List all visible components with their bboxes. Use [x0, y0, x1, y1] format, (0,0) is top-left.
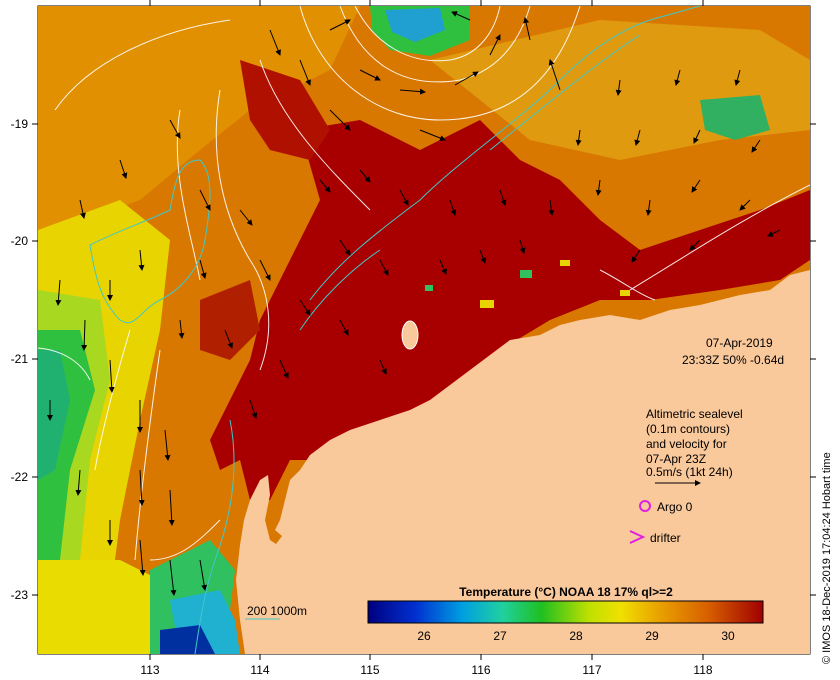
drifter-label: drifter — [650, 531, 681, 545]
argo-label: Argo 0 — [657, 500, 693, 514]
credit-text: © IMOS 18-Dec-2019 17:04:24 Hobart time — [821, 452, 833, 664]
colorbar-tick: 26 — [417, 629, 431, 643]
colorbar-tick: 30 — [721, 629, 735, 643]
depth-label: 200 1000m — [247, 604, 307, 618]
land-mass — [236, 270, 810, 654]
velocity-legend: Altimetric sealevel (0.1m contours) and … — [646, 407, 743, 479]
ssh-contours — [38, 6, 810, 561]
x-tick-label: 116 — [471, 663, 490, 677]
x-tick-label: 113 — [140, 663, 159, 677]
legend-line: Altimetric sealevel — [646, 407, 743, 421]
x-tick-label: 118 — [693, 663, 712, 677]
velocity-arrows — [47, 11, 781, 596]
y-tick-label: -23 — [11, 588, 29, 602]
y-tick-label: -20 — [11, 234, 29, 248]
drifter-marker-icon — [629, 530, 646, 544]
x-tick-label: 114 — [250, 663, 269, 677]
isobath-lines — [89, 6, 701, 654]
colorbar — [367, 600, 764, 624]
y-tick-label: -19 — [11, 117, 29, 131]
legend-line: 07-Apr 23Z — [646, 452, 706, 466]
colorbar-tick: 27 — [493, 629, 507, 643]
legend-line: (0.1m contours) — [646, 422, 730, 436]
sst-field — [38, 6, 810, 654]
y-tick-label: -22 — [11, 470, 29, 484]
legend-line: and velocity for — [646, 437, 727, 451]
x-tick-label: 115 — [360, 663, 379, 677]
y-tick-label: -21 — [11, 352, 29, 366]
colorbar-tick: 29 — [645, 629, 659, 643]
axis-ticks — [32, 0, 816, 660]
colorbar-tick: 28 — [569, 629, 583, 643]
argo-marker-icon — [639, 500, 651, 512]
date-label: 07-Apr-2019 — [706, 336, 773, 350]
colorbar-title: Temperature (°C) NOAA 18 17% ql>=2 — [459, 585, 673, 599]
legend-line: 0.5m/s (1kt 24h) — [646, 465, 733, 479]
x-tick-label: 117 — [582, 663, 601, 677]
time-label: 23:33Z 50% -0.64d — [682, 353, 784, 367]
